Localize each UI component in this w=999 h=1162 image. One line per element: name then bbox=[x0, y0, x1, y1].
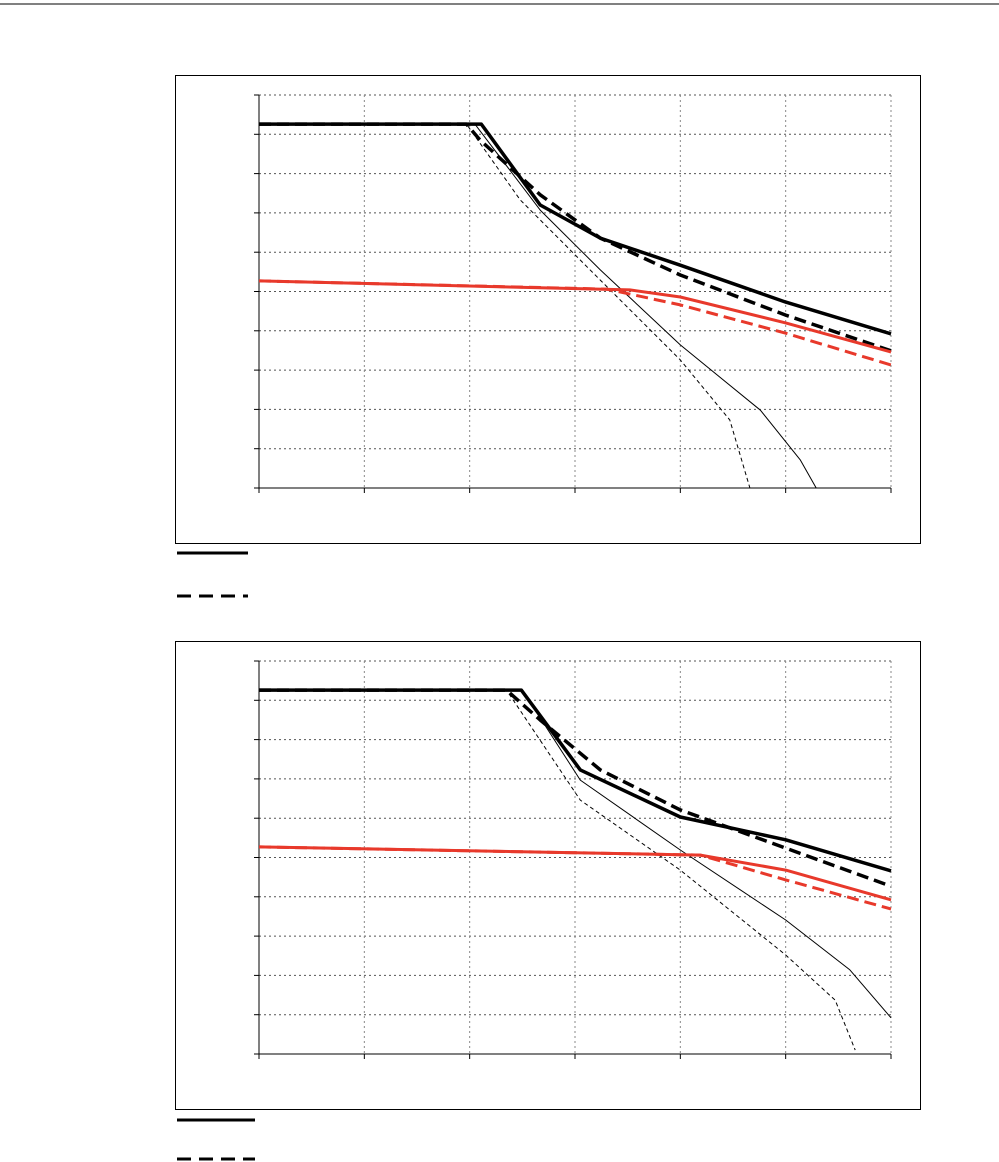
chart-frame bbox=[175, 641, 921, 1110]
series-line bbox=[258, 845, 892, 911]
series-line bbox=[259, 689, 856, 1051]
series-line bbox=[258, 279, 892, 367]
series-line bbox=[259, 123, 891, 489]
series-line bbox=[259, 122, 892, 353]
series-line bbox=[259, 123, 891, 489]
series-line bbox=[258, 279, 892, 354]
series-line bbox=[259, 688, 892, 888]
series-line bbox=[259, 689, 892, 1019]
chart-frame bbox=[175, 75, 921, 544]
